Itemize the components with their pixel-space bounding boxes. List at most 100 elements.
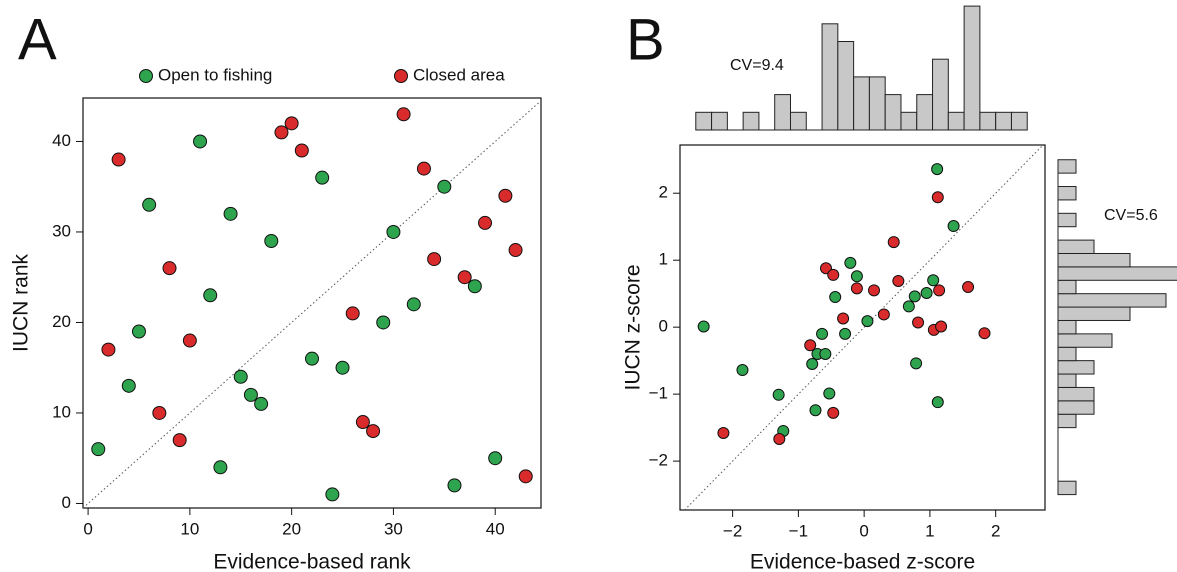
point: [142, 197, 157, 212]
y-tick-label: 20: [52, 312, 71, 331]
hist-bar: [695, 111, 713, 131]
point: [978, 327, 991, 340]
point: [386, 224, 401, 239]
hist-bar: [711, 111, 728, 131]
hist-bar: [1057, 413, 1077, 429]
point: [806, 358, 819, 370]
point: [877, 308, 890, 321]
point: [839, 327, 852, 340]
hist-bar: [1057, 239, 1095, 254]
hist-bar: [1057, 400, 1095, 415]
hist-bar: [868, 76, 886, 131]
point: [910, 357, 923, 370]
legend-label: Closed area: [413, 65, 505, 84]
y-tick-label: 0: [659, 317, 668, 336]
hist-bar: [1057, 306, 1131, 321]
point: [172, 433, 187, 448]
y-axis-label: IUCN z-score: [622, 264, 645, 390]
hist-bar: [1057, 252, 1131, 268]
hist-bar: [1057, 319, 1077, 335]
point: [427, 252, 442, 267]
hist-bar: [774, 94, 791, 131]
point: [305, 351, 319, 366]
y-tick-label: 0: [62, 493, 71, 512]
y-tick-label: 40: [52, 131, 71, 150]
y-tick-label: 30: [52, 221, 71, 240]
x-tick-label: 40: [486, 519, 505, 538]
point: [284, 116, 299, 131]
point: [947, 220, 960, 233]
point: [457, 270, 472, 285]
point: [488, 451, 503, 466]
point: [345, 306, 360, 321]
point: [498, 188, 513, 203]
point: [193, 134, 208, 149]
point: [203, 288, 218, 303]
hist-bar: [853, 76, 870, 131]
hist-bar: [995, 111, 1012, 131]
hist-bar: [1057, 159, 1077, 174]
point: [376, 315, 391, 330]
x-tick-label: 0: [859, 521, 868, 540]
x-axis-label: Evidence-based rank: [213, 551, 411, 572]
hist-bar: [789, 111, 807, 131]
point: [931, 396, 944, 409]
point: [920, 287, 933, 300]
point: [850, 282, 863, 295]
point: [478, 215, 493, 230]
point: [518, 469, 533, 484]
hist-bar: [1057, 212, 1077, 228]
hist-bar: [837, 41, 855, 131]
point: [912, 316, 925, 329]
plot-frame: [679, 144, 1046, 511]
point: [902, 300, 915, 313]
point: [467, 279, 482, 294]
x-tick-label: 20: [282, 519, 301, 538]
hist-bar: [1057, 333, 1113, 348]
point: [827, 268, 840, 281]
point: [931, 191, 944, 204]
point: [131, 324, 146, 339]
point: [908, 290, 921, 303]
point: [772, 388, 785, 401]
hist-bar: [821, 23, 839, 131]
point: [111, 152, 126, 167]
point: [294, 143, 309, 158]
y-tick-label: 10: [52, 402, 71, 421]
point: [717, 426, 730, 439]
legend-marker: [394, 69, 408, 83]
panel-label: B: [626, 7, 665, 72]
point: [396, 107, 411, 122]
point: [254, 396, 269, 411]
y-tick-label: 2: [659, 183, 668, 202]
point: [823, 387, 836, 400]
point: [508, 243, 523, 258]
x-tick-label: 30: [384, 519, 403, 538]
point: [366, 424, 381, 439]
hist-bar: [1057, 480, 1077, 496]
identity-line: [82, 100, 542, 509]
hist-bar: [947, 111, 965, 131]
hist-annotation: CV=9.4: [730, 57, 784, 74]
panel-label: A: [18, 7, 57, 72]
point: [213, 460, 228, 475]
point: [697, 320, 710, 333]
y-tick-label: −2: [649, 451, 668, 470]
point: [182, 333, 197, 348]
hist-bar: [1057, 373, 1077, 388]
point: [861, 315, 874, 328]
hist-bar: [742, 111, 760, 131]
point: [223, 206, 238, 221]
identity-line: [684, 144, 1044, 511]
hist-bar: [1010, 111, 1028, 131]
point: [447, 478, 462, 493]
y-tick-label: −1: [649, 384, 668, 403]
point: [935, 320, 948, 333]
point: [152, 405, 167, 420]
point: [837, 312, 850, 325]
x-tick-label: −1: [789, 521, 808, 540]
point: [335, 360, 350, 375]
hist-bar: [900, 111, 918, 131]
